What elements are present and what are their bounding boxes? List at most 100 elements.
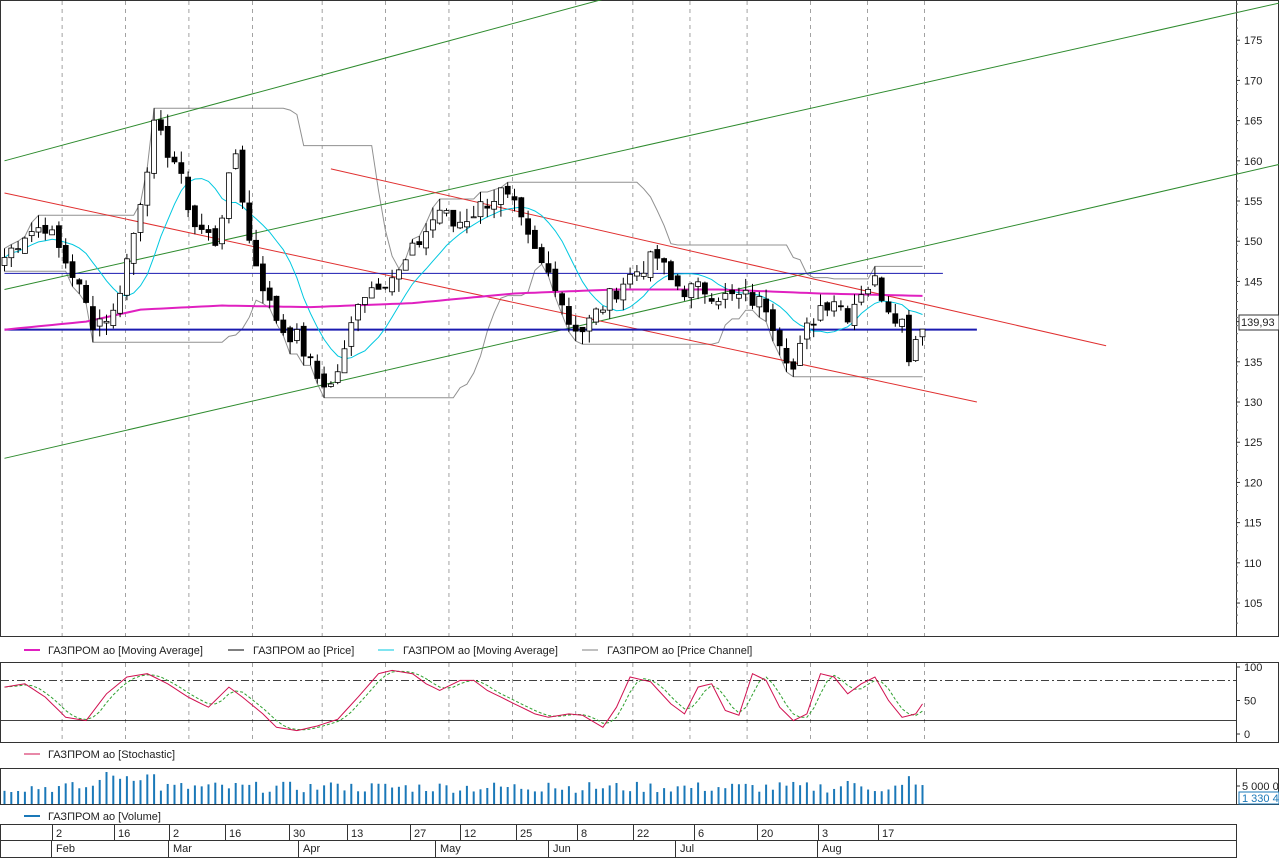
volume-bar [323, 785, 326, 804]
volume-bar [554, 788, 557, 804]
candle-body-down [266, 287, 273, 301]
volume-bar [901, 784, 904, 804]
candle [253, 229, 260, 267]
candle [76, 278, 83, 294]
volume-bar [227, 788, 230, 804]
candle-body-down [674, 275, 681, 287]
volume-bar [751, 785, 754, 804]
candle-body-down [76, 279, 83, 285]
volume-bar [792, 781, 795, 804]
price-tick-label: 130 [1244, 397, 1262, 409]
volume-bar [3, 790, 6, 804]
volume-bar [615, 783, 618, 804]
legend-label-stochastic: ГАЗПРОМ ао [Stochastic] [48, 749, 175, 761]
volume-bar [316, 789, 319, 804]
volume-bar [622, 790, 625, 804]
legend-label-ma-fast: ГАЗПРОМ ао [Moving Average] [403, 645, 558, 657]
candle [171, 151, 178, 165]
volume-bar [23, 791, 26, 804]
candle-body-up [600, 309, 606, 313]
candle [702, 281, 708, 304]
candle-body-up [334, 371, 341, 383]
candle-body-up [742, 289, 749, 295]
candle-body-down [681, 289, 688, 298]
volume-bar [51, 791, 54, 804]
candle-body-down [69, 261, 76, 278]
volume-bar [309, 783, 312, 804]
candle [525, 210, 531, 244]
candle-body-down [62, 245, 69, 264]
volume-bar [785, 785, 788, 804]
date-month-label: Feb [56, 843, 75, 855]
candle [668, 259, 674, 281]
candle-body-down [661, 258, 667, 263]
moving-averages [4, 178, 923, 360]
volume-bar [601, 788, 604, 804]
candle [178, 151, 185, 184]
stochastic-tick-label: 100 [1244, 662, 1262, 674]
date-month-label: Mar [173, 843, 192, 855]
volume-bar [894, 785, 897, 804]
candle [606, 287, 613, 319]
volume-bar [153, 774, 156, 804]
candle-body-down [157, 119, 164, 131]
date-month-label: Aug [822, 843, 842, 855]
candle [654, 244, 661, 271]
candle [579, 326, 586, 345]
moving-average-fast [4, 178, 923, 360]
candle [137, 202, 144, 242]
candle [804, 317, 810, 350]
volume-bar [697, 782, 700, 804]
candle-body-down [42, 224, 49, 234]
volume-bar [397, 786, 400, 804]
candle-body-up [151, 119, 158, 174]
volume-bar [629, 791, 632, 804]
candle [314, 354, 321, 384]
candle [130, 232, 137, 276]
volume-bar [98, 779, 101, 804]
volume-bar [887, 789, 890, 804]
last-price-box [1238, 314, 1279, 331]
volume-bar [418, 784, 421, 804]
volume-bar [499, 786, 502, 804]
stochastic-tick-label: 0 [1244, 729, 1250, 741]
trend-line-3 [4, 163, 1279, 459]
candle [566, 297, 572, 332]
candle-body-down [164, 125, 171, 158]
volume-bar [200, 786, 203, 804]
volume-bar [574, 792, 577, 804]
volume-bar [343, 790, 346, 804]
stochastic-oscillator [1, 669, 1236, 732]
candle-body-up [912, 339, 919, 362]
volume-bar [445, 785, 448, 804]
volume-bar [520, 788, 523, 804]
volume-bar [302, 792, 305, 804]
date-month-label: Apr [303, 843, 320, 855]
date-day-label: 6 [698, 828, 704, 840]
candle-body-up [872, 275, 878, 286]
last-price-tag: 139,93 [1238, 314, 1279, 331]
candle-body-up [144, 171, 151, 206]
candle [559, 291, 565, 315]
price-tick-label: 125 [1244, 437, 1262, 449]
candle-body-up [688, 283, 695, 299]
volume-bar [370, 783, 373, 804]
candle-body-down [198, 224, 205, 230]
candle [477, 192, 484, 224]
candle-body-down [906, 314, 912, 363]
candle [185, 171, 192, 218]
volume-legend: ГАЗПРОМ ао [Volume] [24, 811, 161, 823]
volume-bar [642, 791, 645, 804]
candle [865, 286, 871, 297]
candle [457, 211, 464, 230]
volume-bar [207, 784, 210, 804]
stochastic-axis-panel [1236, 662, 1279, 743]
candle [613, 287, 620, 303]
candle-body-up [28, 231, 35, 237]
candle [661, 257, 667, 275]
date-day-label: 22 [637, 828, 649, 840]
volume-bar [561, 789, 564, 804]
candle [463, 208, 470, 234]
candle-body-up [96, 318, 103, 327]
candle [797, 335, 803, 366]
